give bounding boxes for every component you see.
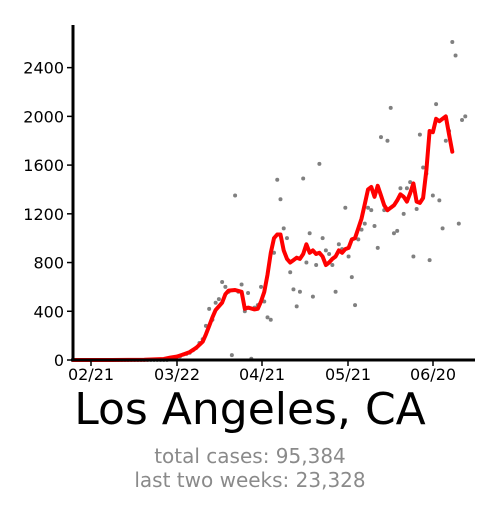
y-tick-label: 2400 xyxy=(23,59,64,78)
daily-cases-point xyxy=(220,280,225,285)
daily-cases-point xyxy=(343,205,348,210)
daily-cases-point xyxy=(281,226,286,231)
daily-cases-point xyxy=(385,138,390,143)
daily-cases-point xyxy=(223,284,228,289)
daily-cases-point xyxy=(456,221,461,226)
daily-cases-point xyxy=(297,289,302,294)
y-tick-label: 1600 xyxy=(23,156,64,175)
daily-cases-point xyxy=(443,138,448,143)
daily-cases-point xyxy=(229,353,234,358)
daily-cases-point xyxy=(434,102,439,107)
daily-cases-point xyxy=(336,242,341,247)
daily-cases-point xyxy=(346,254,351,259)
daily-cases-point xyxy=(259,284,264,289)
daily-cases-point xyxy=(233,193,238,198)
daily-cases-point xyxy=(463,114,468,119)
daily-cases-point xyxy=(349,275,354,280)
daily-cases-point xyxy=(408,180,413,185)
daily-cases-point xyxy=(216,297,221,302)
daily-cases-point xyxy=(375,245,380,250)
daily-cases-point xyxy=(353,303,358,308)
x-tick-label: 03/22 xyxy=(154,365,200,384)
daily-cases-point xyxy=(359,227,364,232)
total-cases-label: total cases: 95,384 xyxy=(154,444,346,468)
x-tick-label: 05/21 xyxy=(325,365,371,384)
daily-cases-point xyxy=(304,260,309,265)
daily-cases-point xyxy=(207,306,212,311)
daily-cases-point xyxy=(294,304,299,309)
daily-cases-point xyxy=(213,300,218,305)
daily-cases-point xyxy=(369,208,374,213)
daily-cases-point xyxy=(323,248,328,253)
y-tick-label: 1200 xyxy=(23,205,64,224)
daily-cases-point xyxy=(320,236,325,241)
daily-cases-point xyxy=(391,231,396,236)
chart: 0 400 800 1200 1600 2000 2400 02/21 03/22 04/21 05… xyxy=(23,25,475,384)
y-tick-label: 2000 xyxy=(23,107,64,126)
x-tick-label: 02/21 xyxy=(68,365,114,384)
daily-cases-point xyxy=(330,262,335,267)
daily-cases-point xyxy=(278,197,283,202)
daily-cases-point xyxy=(333,289,338,294)
y-tick-label: 0 xyxy=(54,351,64,370)
daily-cases-point xyxy=(437,198,442,203)
daily-cases-point xyxy=(317,161,322,166)
daily-cases-point xyxy=(310,294,315,299)
daily-cases-point xyxy=(427,258,432,263)
daily-cases-point xyxy=(366,205,371,210)
daily-cases-point xyxy=(421,165,426,170)
y-tick-label: 400 xyxy=(33,302,64,321)
daily-cases-point xyxy=(398,186,403,191)
daily-cases-point xyxy=(404,186,409,191)
daily-cases-point xyxy=(314,262,319,267)
daily-cases-point xyxy=(395,228,400,233)
daily-cases-point xyxy=(275,177,280,182)
daily-cases-point xyxy=(440,226,445,231)
daily-cases-point xyxy=(378,135,383,140)
daily-cases-point xyxy=(239,282,244,287)
daily-cases-point xyxy=(301,176,306,181)
daily-cases-point xyxy=(411,254,416,259)
daily-cases-point xyxy=(417,132,422,137)
daily-cases-point xyxy=(453,53,458,58)
daily-cases-point xyxy=(284,236,289,241)
x-tick-label: 04/21 xyxy=(239,365,285,384)
daily-cases-point xyxy=(356,237,361,242)
daily-cases-point xyxy=(372,224,377,228)
daily-cases-point xyxy=(460,118,465,123)
daily-cases-point xyxy=(388,105,393,110)
daily-cases-point xyxy=(362,221,367,226)
daily-cases-point xyxy=(401,211,406,216)
y-tick-label: 800 xyxy=(33,254,64,273)
last-two-weeks-label: last two weeks: 23,328 xyxy=(134,468,366,492)
daily-cases-point xyxy=(265,315,270,320)
daily-cases-point xyxy=(291,287,296,292)
rolling-average-line xyxy=(71,114,455,362)
daily-cases-point xyxy=(450,40,455,45)
daily-cases-point xyxy=(327,252,332,257)
daily-cases-point xyxy=(268,317,273,322)
daily-cases-point xyxy=(288,270,293,275)
chart-title: Los Angeles, CA xyxy=(74,384,426,435)
daily-cases-point xyxy=(430,193,435,198)
daily-cases-point xyxy=(307,231,312,236)
daily-cases-point xyxy=(246,291,251,295)
x-tick-label: 06/20 xyxy=(410,365,456,384)
daily-cases-point xyxy=(414,206,419,211)
